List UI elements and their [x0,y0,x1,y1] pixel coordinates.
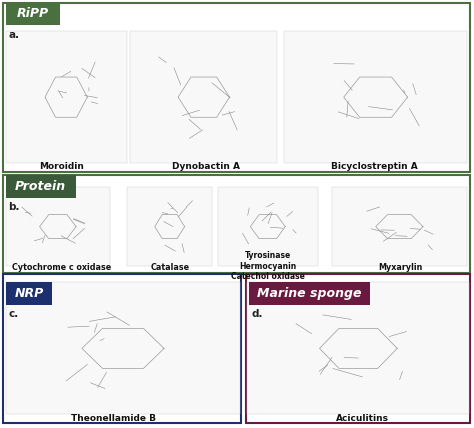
Bar [130,31,277,163]
Text: d.: d. [251,309,263,319]
Text: NRP: NRP [14,287,44,300]
Bar [3,274,241,423]
Bar [127,187,212,266]
Text: a.: a. [9,30,19,40]
Text: Bicyclostreptin A: Bicyclostreptin A [331,162,418,172]
Text: RiPP: RiPP [17,7,49,21]
Text: Moroidin: Moroidin [39,162,84,172]
Bar [246,274,470,423]
Text: c.: c. [9,309,19,319]
Bar [6,31,127,163]
Bar [3,175,470,273]
Bar [247,282,469,414]
Text: Tyrosinase
Hermocyanin
Catechol oxidase: Tyrosinase Hermocyanin Catechol oxidase [231,251,305,281]
Text: Myxarylin: Myxarylin [378,263,423,272]
FancyBboxPatch shape [6,175,76,198]
FancyBboxPatch shape [6,282,52,305]
Bar [6,282,240,414]
Text: Dynobactin A: Dynobactin A [172,162,240,172]
Bar [332,187,467,266]
Text: Theonellamide B: Theonellamide B [71,414,156,423]
FancyBboxPatch shape [249,282,370,305]
Bar [3,3,470,172]
Text: Catalase: Catalase [151,263,190,272]
FancyBboxPatch shape [6,3,60,25]
Text: Protein: Protein [15,180,66,193]
Text: Cytochrome c oxidase: Cytochrome c oxidase [12,263,111,272]
Bar [6,187,110,266]
Text: Marine sponge: Marine sponge [257,287,362,300]
Bar [218,187,318,266]
Text: Aciculitins: Aciculitins [336,414,389,423]
Text: b.: b. [9,202,20,212]
Bar [284,31,467,163]
